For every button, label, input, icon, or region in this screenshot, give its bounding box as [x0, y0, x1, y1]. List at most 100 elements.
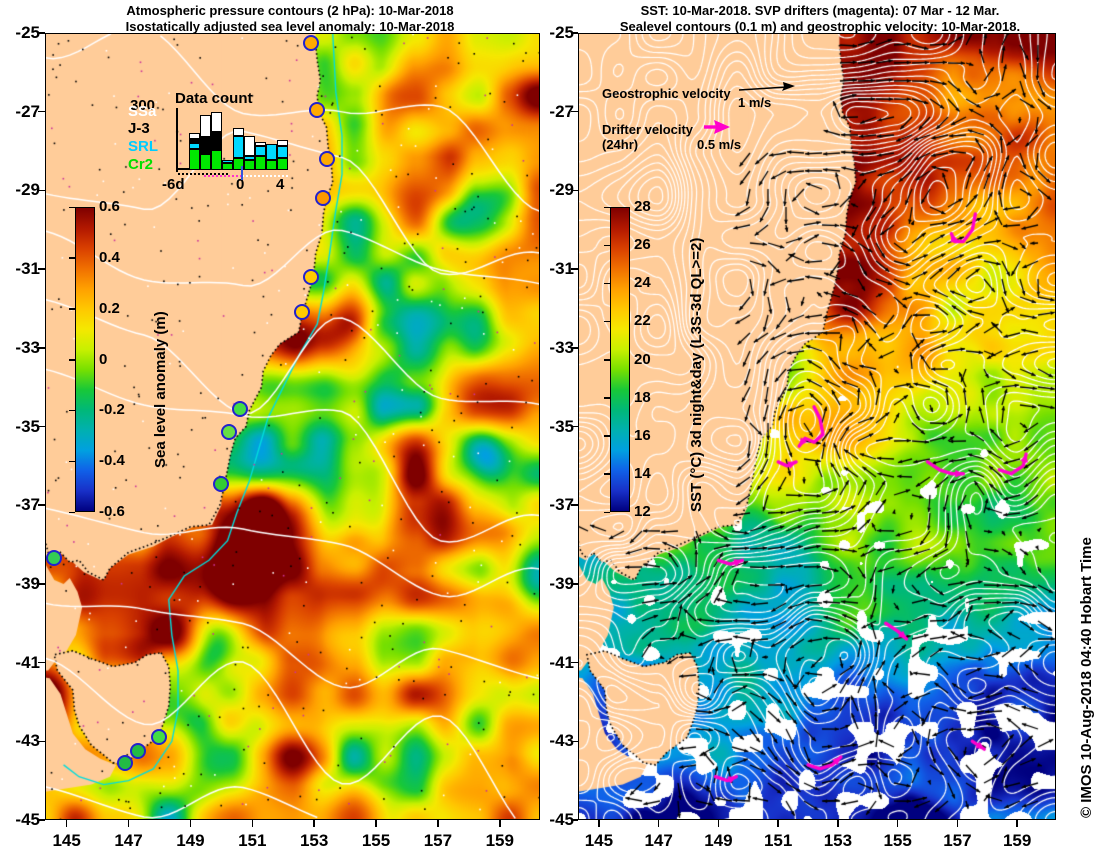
sst-geostrophic-map[interactable]: [578, 33, 1056, 820]
data-count-bar: [255, 112, 266, 170]
data-count-bar: [222, 112, 233, 170]
data-count-segment-srl: [222, 160, 233, 164]
data-count-segment-srl: [211, 147, 222, 150]
colorbar-tick: [604, 359, 610, 361]
x-axis-tick: [777, 820, 779, 827]
left-title-line1: Atmospheric pressure contours (2 hPa): 1…: [126, 3, 454, 18]
data-count-segment-j3: [211, 132, 222, 148]
ref-line-now: [241, 166, 243, 180]
data-count-xtick-1: 0: [236, 176, 245, 193]
x-axis-label: 153: [823, 831, 853, 850]
y-axis-tick: [38, 32, 45, 34]
colorbar-tick: [604, 397, 610, 399]
left-panel-title: Atmospheric pressure contours (2 hPa): 1…: [40, 3, 540, 35]
colorbar-tick-label: 16: [634, 426, 651, 444]
tide-gauge-station-marker[interactable]: [221, 424, 238, 441]
tide-gauge-station-marker[interactable]: [151, 729, 168, 746]
colorbar-tick-label: 22: [634, 312, 651, 330]
x-axis-label: 149: [704, 831, 733, 850]
sea-level-anomaly-map[interactable]: [45, 33, 540, 820]
y-axis-tick: [571, 504, 578, 506]
x-axis-label: 149: [176, 831, 205, 850]
x-axis-label: 159: [1002, 831, 1032, 850]
tide-gauge-station-marker[interactable]: [315, 190, 332, 207]
colorbar-tick: [604, 473, 610, 475]
right-panel-title: SST: 10-Mar-2018. SVP drifters (magenta)…: [560, 3, 1080, 35]
y-axis-tick: [38, 661, 45, 664]
right-title-line1: SST: 10-Mar-2018. SVP drifters (magenta)…: [640, 3, 1000, 18]
colorbar-tick-label: 0.4: [99, 248, 120, 266]
x-axis-label: 145: [52, 831, 81, 850]
colorbar-tick-label: -0.2: [99, 401, 125, 419]
tide-gauge-station-marker[interactable]: [46, 550, 63, 567]
tide-gauge-station-marker[interactable]: [303, 34, 320, 51]
drifter-velocity-label-line1: Drifter velocity: [602, 122, 694, 137]
data-count-xtick-0: -6d: [162, 176, 185, 193]
y-axis-tick: [571, 110, 578, 113]
data-count-segment-cr2: [189, 149, 200, 170]
y-axis-label: -33: [549, 337, 574, 357]
drifter-arrow-icon: [704, 120, 730, 134]
data-count-bar: [211, 112, 222, 170]
data-count-segment-cr2: [233, 158, 244, 170]
y-axis-tick: [571, 661, 578, 664]
y-axis-tick: [571, 740, 578, 743]
x-axis-tick: [598, 820, 600, 827]
x-axis-tick: [1016, 820, 1018, 827]
tide-gauge-station-marker[interactable]: [129, 743, 146, 760]
tide-gauge-station-marker[interactable]: [231, 400, 248, 417]
x-axis-label: 151: [763, 831, 793, 850]
colorbar-tick-label: -0.4: [99, 452, 125, 470]
data-count-bar: [244, 112, 255, 170]
data-count-segment-cr2: [200, 153, 211, 170]
y-axis-label: -33: [15, 337, 40, 357]
data-count-reference-lines: [178, 166, 288, 180]
y-axis-label: -37: [549, 495, 574, 515]
legend-label-cr2: Cr2: [128, 156, 154, 173]
tide-gauge-station-marker[interactable]: [293, 304, 310, 321]
data-count-legend: 300 SSa J-3 SRL Cr2: [128, 98, 158, 173]
x-axis-label: 157: [423, 831, 453, 850]
sst-colorbar-label: SST (°C) 3d night&day (L3S-3d QL>=2): [688, 237, 705, 512]
x-axis-label: 155: [883, 831, 912, 850]
drifter-scale-label: 0.5 m/s: [697, 137, 742, 152]
tide-gauge-station-marker[interactable]: [309, 101, 326, 118]
legend-label-j3: J-3: [128, 120, 150, 137]
tide-gauge-station-marker[interactable]: [117, 754, 134, 771]
data-count-barchart: [178, 112, 288, 170]
data-count-segment-cr2: [211, 149, 222, 170]
y-axis-label: -41: [15, 652, 40, 672]
data-count-segment-srl: [189, 142, 200, 150]
data-count-inset: Data count 300 SSa J-3 SRL Cr2 -6d 0 4: [120, 90, 295, 194]
colorbar-tick-label: 20: [634, 350, 651, 368]
ref-line-magenta: [204, 175, 242, 177]
tide-gauge-station-marker[interactable]: [213, 475, 230, 492]
y-axis-label: -29: [549, 180, 574, 200]
x-axis-label: 155: [361, 831, 391, 850]
data-count-segment-srl: [244, 155, 255, 161]
y-axis-label: -41: [549, 652, 574, 672]
colorbar-tick-label: 24: [634, 274, 651, 292]
y-axis-label: -25: [549, 23, 574, 42]
tide-gauge-station-marker[interactable]: [318, 150, 335, 167]
y-axis-tick: [38, 347, 45, 349]
data-count-segment-ssa: [244, 135, 255, 156]
geostrophic-scale-label: 1 m/s: [738, 95, 772, 110]
y-axis-tick: [571, 425, 578, 428]
colorbar-tick-label: 0: [99, 350, 108, 368]
colorbar-tick-label: 14: [634, 464, 651, 482]
colorbar-tick: [69, 257, 75, 259]
x-axis-tick: [375, 820, 377, 827]
x-axis-label: 147: [644, 831, 673, 850]
tide-gauge-station-marker[interactable]: [303, 268, 320, 285]
y-axis-tick: [571, 347, 578, 349]
colorbar-tick-label: 28: [634, 198, 651, 215]
colorbar-tick: [604, 244, 610, 247]
y-axis-tick: [38, 110, 45, 113]
copyright-label: © IMOS 10-Aug-2018 04:40 Hobart Time: [1078, 537, 1095, 818]
y-axis-tick: [38, 819, 45, 821]
sla-field-canvas: [45, 33, 540, 820]
x-axis-tick: [251, 820, 254, 827]
data-count-segment-cr2: [222, 163, 233, 170]
